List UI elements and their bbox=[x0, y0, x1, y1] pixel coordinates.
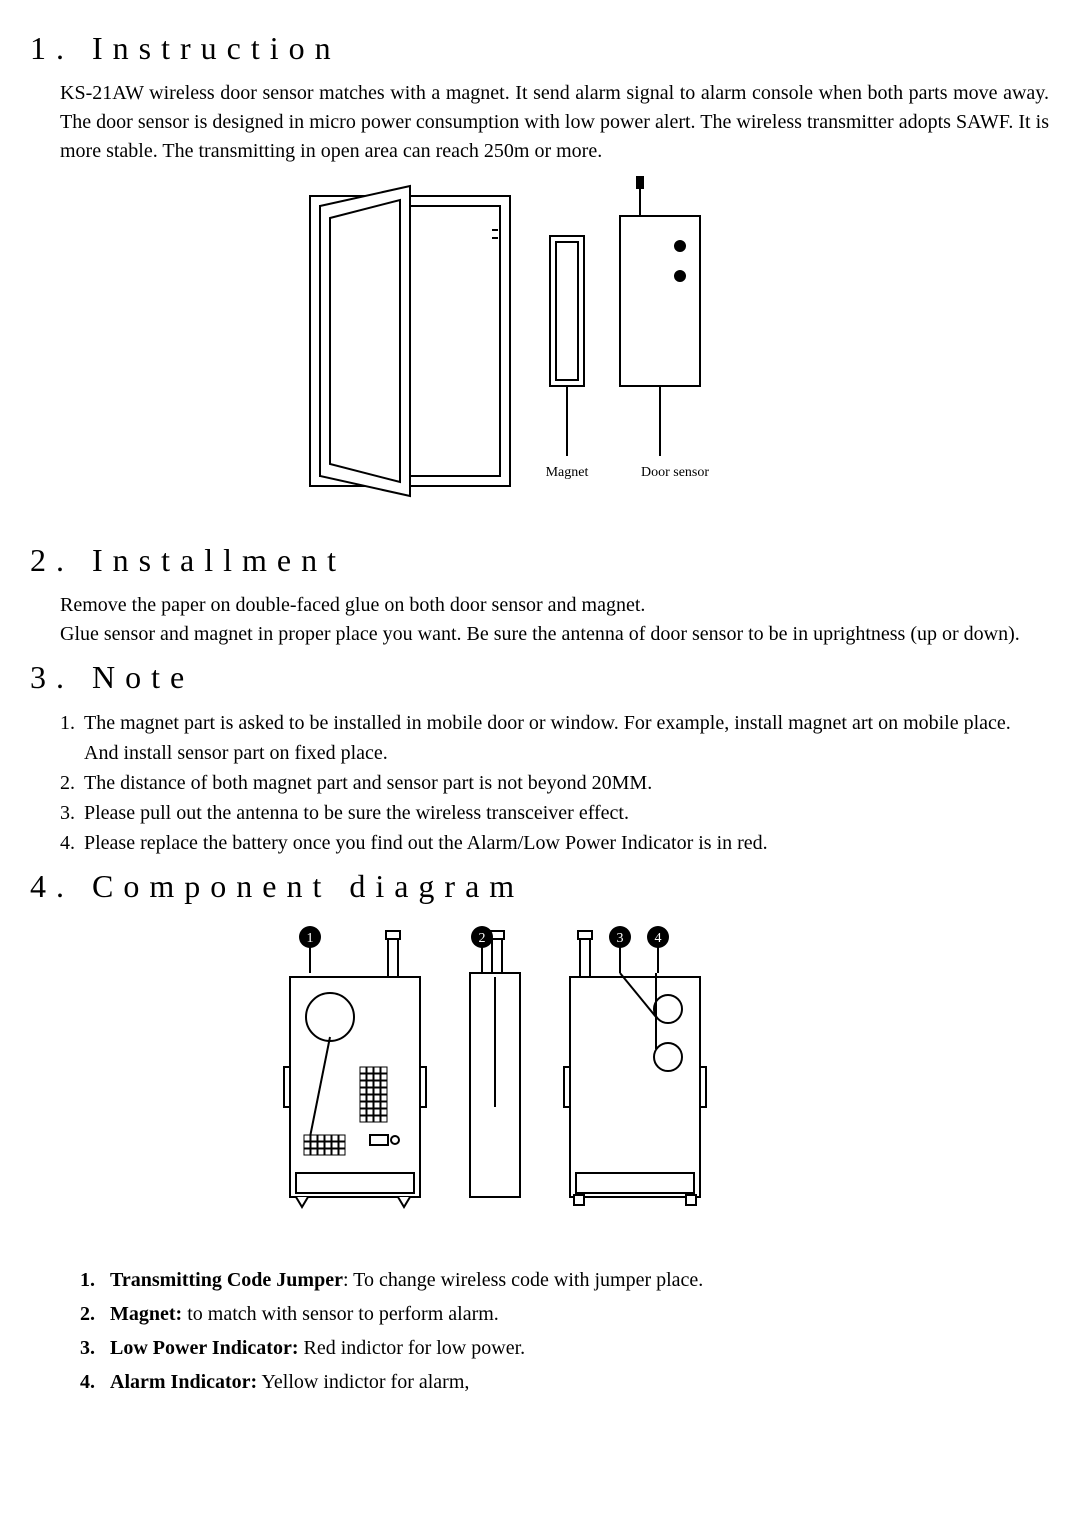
note-item: 3.Please pull out the antenna to be sure… bbox=[60, 798, 1049, 828]
note-number: 4. bbox=[60, 828, 84, 858]
note-text: Please pull out the antenna to be sure t… bbox=[84, 798, 629, 828]
component-text: Transmitting Code Jumper: To change wire… bbox=[110, 1263, 703, 1297]
component-label: Transmitting Code Jumper bbox=[110, 1269, 343, 1291]
component-number: 1. bbox=[80, 1263, 110, 1297]
note-text: Please replace the battery once you find… bbox=[84, 828, 768, 858]
component-number: 2. bbox=[80, 1297, 110, 1331]
component-number: 3. bbox=[80, 1331, 110, 1365]
component-desc: Yellow indictor for alarm, bbox=[257, 1371, 469, 1393]
component-number: 4. bbox=[80, 1365, 110, 1399]
component-label: Alarm Indicator: bbox=[110, 1371, 257, 1393]
section-4-heading: 4. Component diagram bbox=[30, 868, 1049, 905]
note-number: 1. bbox=[60, 708, 84, 768]
section-1-heading: 1. Instruction bbox=[30, 30, 1049, 67]
component-text: Magnet: to match with sensor to perform … bbox=[110, 1297, 499, 1331]
component-item: 4.Alarm Indicator: Yellow indictor for a… bbox=[80, 1365, 1049, 1399]
component-desc: Red indictor for low power. bbox=[299, 1337, 526, 1359]
section-num: 2. bbox=[30, 542, 74, 578]
section-num: 4. bbox=[30, 868, 74, 904]
note-number: 3. bbox=[60, 798, 84, 828]
section-num: 1. bbox=[30, 30, 74, 66]
note-list: 1.The magnet part is asked to be install… bbox=[60, 708, 1049, 858]
svg-text:2: 2 bbox=[478, 931, 485, 946]
component-item: 1.Transmitting Code Jumper: To change wi… bbox=[80, 1263, 1049, 1297]
installment-body: Remove the paper on double-faced glue on… bbox=[60, 591, 1049, 649]
component-diagram: 1 2 3 4 bbox=[30, 917, 1049, 1243]
section-title: Component diagram bbox=[92, 868, 524, 904]
component-item: 2.Magnet: to match with sensor to perfor… bbox=[80, 1297, 1049, 1331]
note-item: 1.The magnet part is asked to be install… bbox=[60, 708, 1049, 768]
note-item: 4.Please replace the battery once you fi… bbox=[60, 828, 1049, 858]
component-label: Low Power Indicator: bbox=[110, 1337, 299, 1359]
note-number: 2. bbox=[60, 768, 84, 798]
section-3-heading: 3. Note bbox=[30, 659, 1049, 696]
svg-text:Magnet: Magnet bbox=[545, 465, 588, 480]
component-desc: : To change wireless code with jumper pl… bbox=[343, 1269, 703, 1291]
section-title: Instruction bbox=[92, 30, 341, 66]
component-text: Alarm Indicator: Yellow indictor for ala… bbox=[110, 1365, 469, 1399]
component-list: 1.Transmitting Code Jumper: To change wi… bbox=[80, 1263, 1049, 1399]
note-text: The magnet part is asked to be installed… bbox=[84, 708, 1049, 768]
svg-text:Door sensor: Door sensor bbox=[640, 465, 708, 480]
component-label: Magnet: bbox=[110, 1303, 182, 1325]
note-text: The distance of both magnet part and sen… bbox=[84, 768, 652, 798]
svg-text:3: 3 bbox=[616, 931, 623, 946]
section-title: Installment bbox=[92, 542, 346, 578]
section-num: 3. bbox=[30, 659, 74, 695]
section-2-heading: 2. Installment bbox=[30, 542, 1049, 579]
svg-text:1: 1 bbox=[306, 931, 313, 946]
component-desc: to match with sensor to perform alarm. bbox=[182, 1303, 499, 1325]
svg-text:4: 4 bbox=[654, 931, 661, 946]
component-item: 3.Low Power Indicator: Red indictor for … bbox=[80, 1331, 1049, 1365]
instruction-body: KS-21AW wireless door sensor matches wit… bbox=[60, 79, 1049, 166]
note-item: 2.The distance of both magnet part and s… bbox=[60, 768, 1049, 798]
component-text: Low Power Indicator: Red indictor for lo… bbox=[110, 1331, 525, 1365]
section-title: Note bbox=[92, 659, 194, 695]
door-diagram: Magnet Door sensor bbox=[30, 176, 1049, 522]
